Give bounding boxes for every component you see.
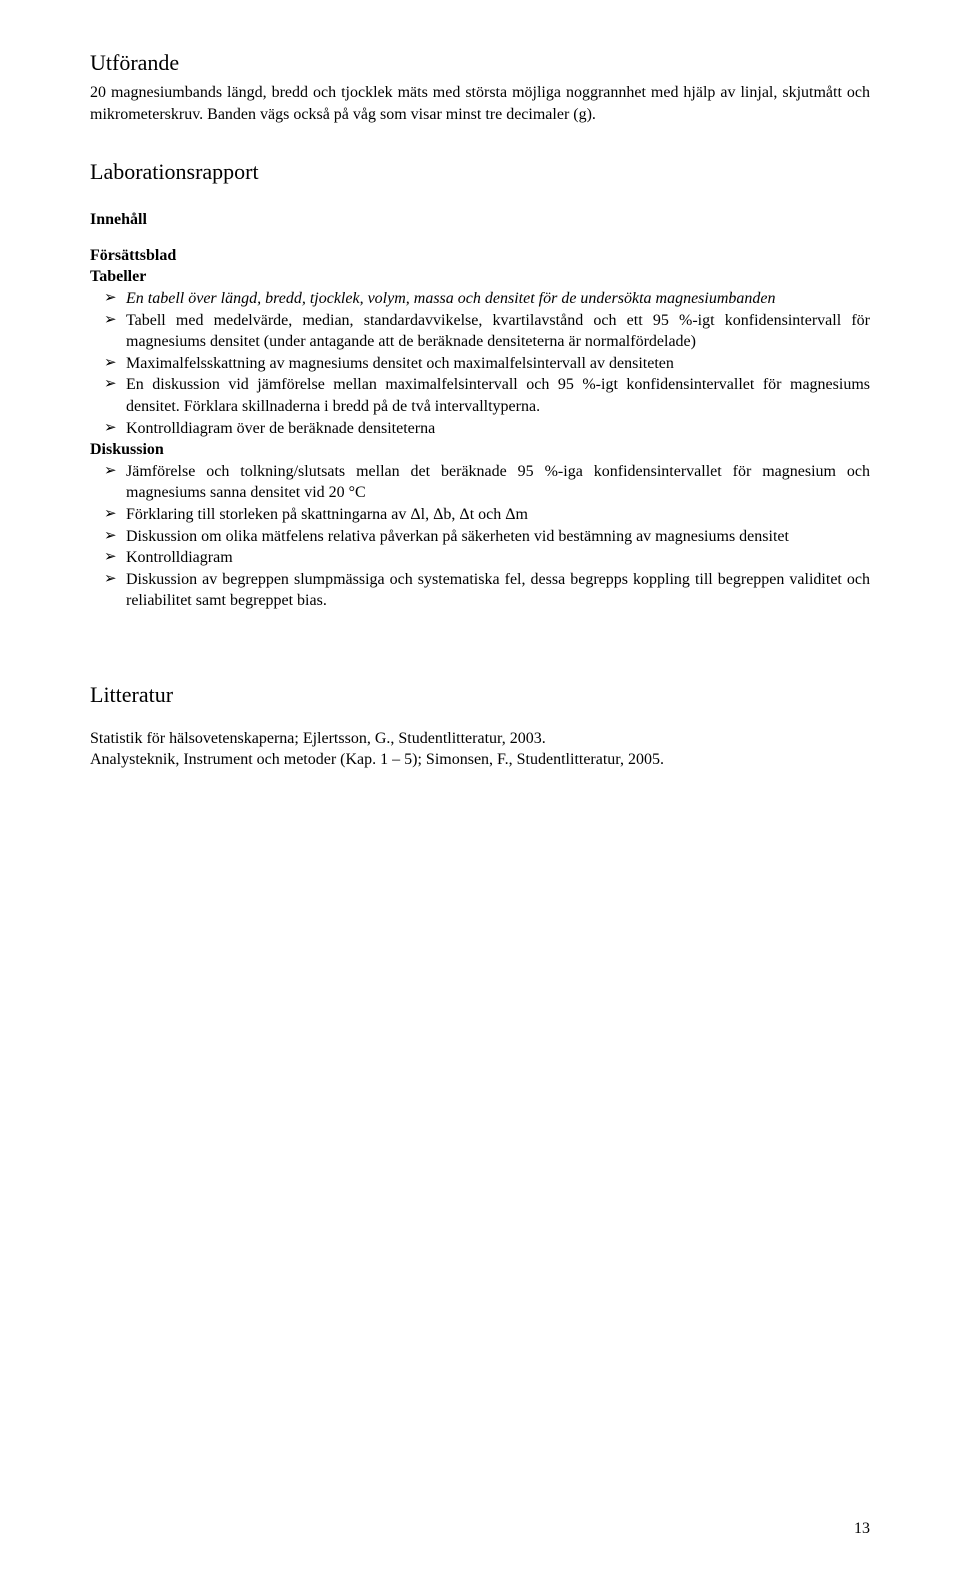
list-item: Förklaring till storleken på skattningar… <box>90 504 870 526</box>
list-item-text: Tabell med medelvärde, median, standarda… <box>126 312 870 351</box>
list-item: Jämförelse och tolkning/slutsats mellan … <box>90 461 870 504</box>
list-item: Diskussion av begreppen slumpmässiga och… <box>90 569 870 612</box>
reference-line: Analysteknik, Instrument och metoder (Ka… <box>90 749 870 771</box>
paragraph-utforande: 20 magnesiumbands längd, bredd och tjock… <box>90 82 870 125</box>
heading-utforande: Utförande <box>90 50 870 76</box>
page-number: 13 <box>854 1520 870 1538</box>
list-item-text: Diskussion om olika mätfelens relativa p… <box>126 528 789 545</box>
list-item: Kontrolldiagram över de beräknade densit… <box>90 418 870 440</box>
list-item: En diskussion vid jämförelse mellan maxi… <box>90 374 870 417</box>
heading-laborationsrapport: Laborationsrapport <box>90 159 870 185</box>
list-item: Maximalfelsskattning av magnesiums densi… <box>90 353 870 375</box>
list-diskussion: Jämförelse och tolkning/slutsats mellan … <box>90 461 870 612</box>
list-item-text: Diskussion av begreppen slumpmässiga och… <box>126 571 870 610</box>
list-item: En tabell över längd, bredd, tjocklek, v… <box>90 288 870 310</box>
label-tabeller: Tabeller <box>90 266 870 288</box>
list-item-text: Jämförelse och tolkning/slutsats mellan … <box>126 463 870 502</box>
reference-line: Statistik för hälsovetenskaperna; Ejlert… <box>90 728 870 750</box>
list-item-text: En diskussion vid jämförelse mellan maxi… <box>126 376 870 415</box>
spacer <box>90 231 870 245</box>
heading-litteratur: Litteratur <box>90 682 870 708</box>
label-innehall: Innehåll <box>90 209 870 231</box>
list-item-text: Maximalfelsskattning av magnesiums densi… <box>126 355 674 372</box>
list-item: Tabell med medelvärde, median, standarda… <box>90 310 870 353</box>
spacer <box>90 714 870 728</box>
list-item: Diskussion om olika mätfelens relativa p… <box>90 526 870 548</box>
list-item-text: En tabell över längd, bredd, tjocklek, v… <box>126 290 776 307</box>
label-diskussion: Diskussion <box>90 439 870 461</box>
label-forsattsblad: Försättsblad <box>90 245 870 267</box>
list-item-text: Förklaring till storleken på skattningar… <box>126 506 528 523</box>
spacer <box>90 191 870 209</box>
list-item: Kontrolldiagram <box>90 547 870 569</box>
list-item-text: Kontrolldiagram <box>126 549 233 566</box>
spacer <box>90 612 870 682</box>
list-item-text: Kontrolldiagram över de beräknade densit… <box>126 420 435 437</box>
document-page: Utförande 20 magnesiumbands längd, bredd… <box>0 0 960 1572</box>
list-tabeller: En tabell över längd, bredd, tjocklek, v… <box>90 288 870 439</box>
